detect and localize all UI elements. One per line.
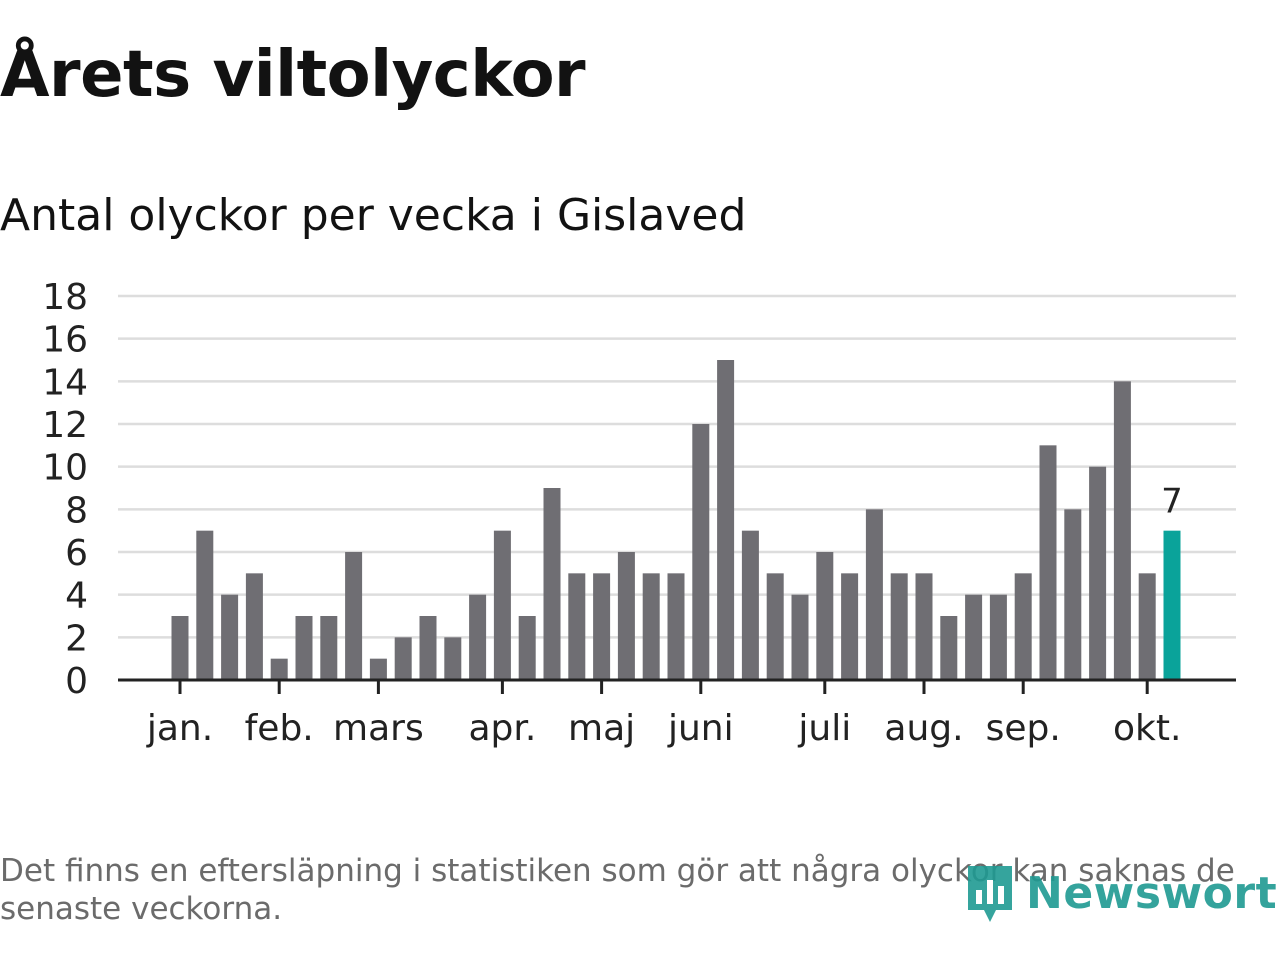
bar <box>1113 381 1131 680</box>
x-tick-label: jan. <box>146 708 213 749</box>
bar <box>841 573 859 680</box>
bar <box>865 509 883 680</box>
y-tick-label: 16 <box>42 320 88 361</box>
x-tick-label: aug. <box>884 708 963 749</box>
y-tick-label: 14 <box>42 362 88 403</box>
bar <box>419 616 437 680</box>
bar <box>965 594 983 680</box>
bar <box>493 530 511 680</box>
bar <box>940 616 958 680</box>
data-label: 7 <box>1161 482 1183 522</box>
y-tick-label: 4 <box>65 576 88 617</box>
bar <box>171 616 189 680</box>
x-tick-label: juli <box>797 708 851 749</box>
bar <box>394 637 412 680</box>
y-tick-label: 6 <box>65 533 88 574</box>
bar-highlight <box>1163 530 1181 680</box>
bar <box>1014 573 1032 680</box>
x-tick-label: maj <box>568 708 635 749</box>
brand-name: Newsworthy <box>1026 867 1280 919</box>
bar <box>617 552 635 680</box>
gridlines <box>118 294 1236 639</box>
bar <box>1064 509 1082 680</box>
y-tick-label: 18 <box>42 277 88 318</box>
x-axis-ticks: jan. feb. mars apr. maj juni juli aug. sep. okt. <box>146 680 1181 749</box>
bars: 7 <box>171 360 1183 680</box>
bar <box>791 594 809 680</box>
bar <box>444 637 462 680</box>
footnote: Det finns en eftersläpning i statistiken… <box>0 853 1235 927</box>
chart-title: Årets viltolyckor <box>0 38 586 112</box>
bar <box>989 594 1007 680</box>
bar <box>1039 445 1057 680</box>
bar <box>717 360 735 680</box>
bar <box>221 594 239 680</box>
bar <box>369 658 387 680</box>
x-tick-label: okt. <box>1113 708 1181 749</box>
bar <box>915 573 933 680</box>
x-tick-label: apr. <box>468 708 536 749</box>
y-tick-label: 12 <box>42 405 88 446</box>
bar <box>741 530 759 680</box>
y-tick-label: 10 <box>42 448 88 489</box>
bar <box>593 573 611 680</box>
bar <box>196 530 214 680</box>
bar <box>543 488 561 680</box>
x-tick-label: mars <box>333 708 424 749</box>
bar <box>766 573 784 680</box>
bar <box>245 573 263 680</box>
bar <box>469 594 487 680</box>
chart-subtitle: Antal olyckor per vecka i Gislaved <box>0 190 747 241</box>
bar <box>1089 466 1107 680</box>
x-tick-label: sep. <box>986 708 1061 749</box>
bar <box>667 573 685 680</box>
bar <box>518 616 536 680</box>
bar <box>692 424 710 680</box>
bar <box>816 552 834 680</box>
y-tick-label: 2 <box>65 618 88 659</box>
newsworthy-logo[interactable]: Newsworthy <box>962 858 1280 928</box>
y-tick-label: 0 <box>65 661 88 702</box>
bar <box>345 552 363 680</box>
bar <box>320 616 338 680</box>
bar <box>295 616 313 680</box>
bar <box>568 573 586 680</box>
bar <box>890 573 908 680</box>
bar <box>642 573 660 680</box>
y-tick-label: 8 <box>65 490 88 531</box>
bar <box>270 658 288 680</box>
x-tick-label: juni <box>667 708 734 749</box>
bar <box>1138 573 1156 680</box>
x-tick-label: feb. <box>245 708 314 749</box>
newsworthy-logo-icon <box>968 866 1012 922</box>
